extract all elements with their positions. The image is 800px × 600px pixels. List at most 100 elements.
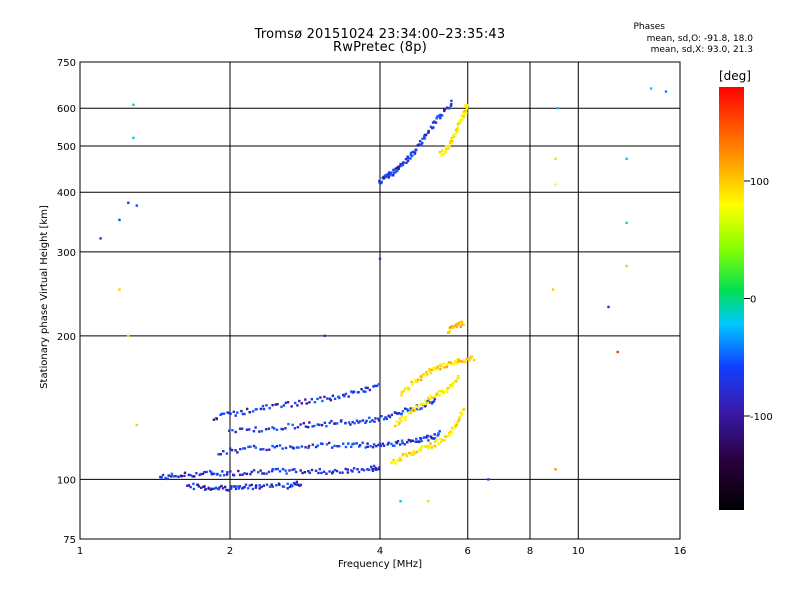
trace-point xyxy=(311,425,314,428)
trace-point xyxy=(219,453,222,456)
trace-point xyxy=(242,447,245,450)
trace-point xyxy=(189,473,192,477)
trace-point xyxy=(275,428,279,431)
trace-point xyxy=(210,471,213,474)
trace-point xyxy=(203,485,206,488)
trace-point xyxy=(401,441,404,445)
trace-point xyxy=(369,420,372,423)
x-axis-label: Frequency [MHz] xyxy=(338,559,422,570)
trace-point xyxy=(319,396,322,399)
trace-point xyxy=(313,424,316,428)
trace-point xyxy=(456,126,459,129)
trace-point xyxy=(406,159,410,163)
trace-point xyxy=(186,484,189,487)
trace-point xyxy=(437,390,440,393)
trace-point xyxy=(398,421,401,424)
trace-point xyxy=(415,450,419,454)
trace-point xyxy=(386,174,390,177)
trace-point xyxy=(463,359,466,362)
trace-point xyxy=(435,367,438,370)
trace-point xyxy=(359,444,362,447)
trace-point xyxy=(232,474,236,477)
trace-point xyxy=(463,360,467,364)
trace-point xyxy=(238,473,242,477)
chart-title: Tromsø 20151024 23:34:00–23:35:43 xyxy=(254,27,506,42)
trace-point xyxy=(438,437,441,441)
trace-point xyxy=(325,472,328,475)
trace-point xyxy=(440,114,444,117)
trace-point xyxy=(209,488,212,491)
trace-point xyxy=(304,398,307,401)
trace-point xyxy=(438,430,441,433)
trace-point xyxy=(282,485,286,488)
trace-point xyxy=(401,390,404,393)
phase-x-stats: mean, sd,X: 93.0, 21.3 xyxy=(650,45,753,55)
trace-point xyxy=(219,413,222,416)
trace-point xyxy=(440,362,444,366)
trace-point xyxy=(441,439,445,442)
trace-point xyxy=(375,468,378,471)
trace-point xyxy=(448,386,451,389)
trace-point xyxy=(221,470,224,473)
trace-point xyxy=(200,486,203,489)
trace-point xyxy=(355,442,358,445)
trace-point xyxy=(390,413,393,417)
trace-point xyxy=(281,467,285,471)
trace-point xyxy=(397,459,400,462)
trace-point xyxy=(424,133,428,136)
y-tick-label: 100 xyxy=(57,475,76,486)
trace-point xyxy=(217,488,220,491)
trace-point xyxy=(172,475,175,478)
trace-point xyxy=(425,371,428,374)
trace-point xyxy=(467,358,471,362)
trace-point xyxy=(380,415,383,418)
trace-point xyxy=(362,390,365,393)
trace-point xyxy=(449,139,452,143)
trace-point xyxy=(429,125,433,129)
trace-point xyxy=(470,355,474,358)
trace-point xyxy=(453,427,456,430)
trace-point xyxy=(160,476,163,479)
trace-point xyxy=(240,427,244,430)
scatter-point xyxy=(135,423,138,427)
trace-point xyxy=(297,446,300,449)
trace-point xyxy=(229,412,232,415)
y-tick-label: 600 xyxy=(57,104,76,115)
trace-point xyxy=(268,406,271,410)
trace-point xyxy=(436,115,439,118)
trace-point xyxy=(343,394,346,398)
trace-point xyxy=(273,427,276,430)
trace-point xyxy=(241,473,244,476)
trace-point xyxy=(432,400,436,403)
scatter-point xyxy=(664,90,668,93)
trace-point xyxy=(314,469,318,472)
trace-point xyxy=(443,366,446,369)
trace-point xyxy=(434,395,437,398)
trace-point xyxy=(414,440,417,443)
trace-point xyxy=(308,401,311,404)
trace-point xyxy=(450,99,453,103)
trace-point xyxy=(418,448,421,452)
trace-point xyxy=(299,469,302,472)
trace-point xyxy=(402,452,405,456)
trace-point xyxy=(448,384,452,387)
trace-point xyxy=(435,117,438,120)
trace-point xyxy=(433,398,436,401)
trace-point xyxy=(442,152,446,155)
scatter-point xyxy=(554,157,557,160)
trace-point xyxy=(414,378,417,381)
trace-point xyxy=(321,399,324,403)
trace-point xyxy=(328,421,331,425)
scatter-point xyxy=(649,87,653,90)
trace-point xyxy=(404,452,408,456)
trace-point xyxy=(299,423,302,426)
trace-point xyxy=(404,416,407,419)
trace-point xyxy=(442,389,445,392)
trace-point xyxy=(350,445,353,448)
trace-point xyxy=(278,444,282,447)
trace-point xyxy=(450,430,454,434)
trace-point xyxy=(361,468,364,471)
trace-point xyxy=(352,467,356,470)
trace-point xyxy=(310,468,314,472)
trace-point xyxy=(392,172,395,175)
